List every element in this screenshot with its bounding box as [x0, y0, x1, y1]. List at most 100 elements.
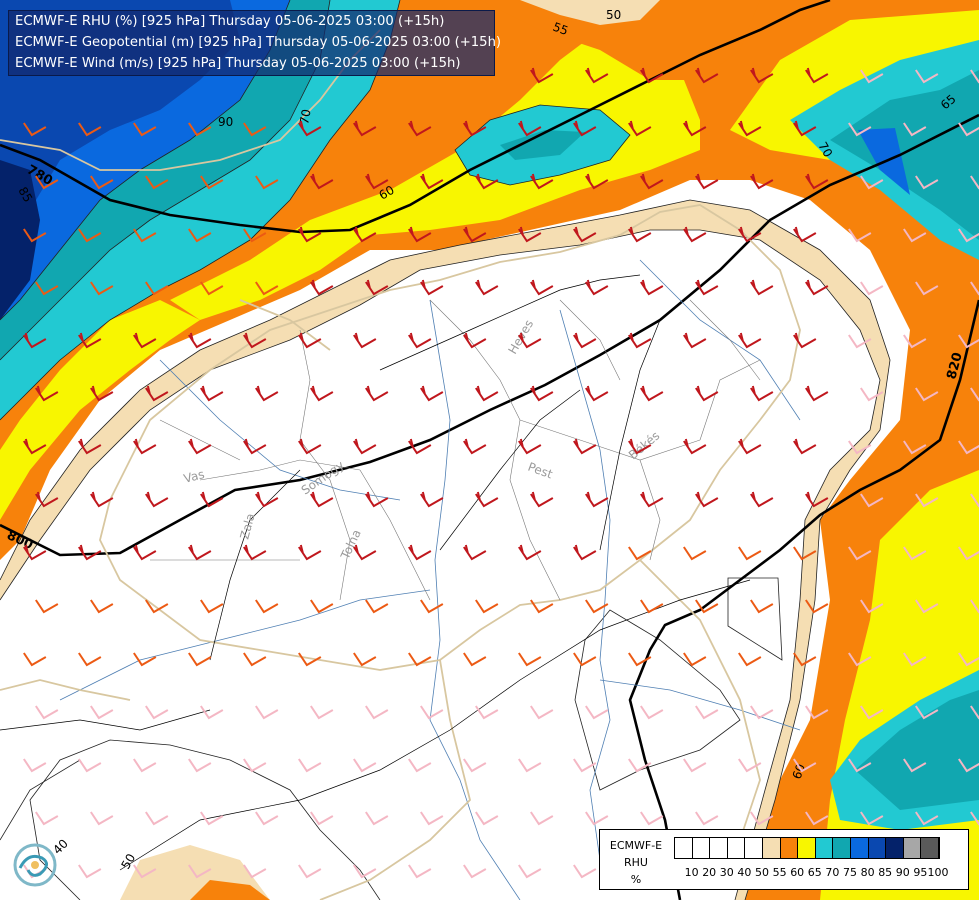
legend-label-model: ECMWF-E [609, 839, 663, 852]
wind-barb [35, 281, 59, 296]
wind-barb [133, 332, 157, 349]
legend-swatch [886, 838, 904, 858]
wind-barb [738, 652, 762, 667]
legend-swatch [868, 838, 887, 858]
wind-barb [530, 705, 554, 720]
contour-label: 60 [790, 762, 808, 781]
wind-barb [640, 491, 664, 508]
wind-barb [903, 546, 927, 561]
wind-barb [35, 175, 59, 190]
wind-barb [353, 332, 377, 349]
wind-barb [353, 226, 377, 243]
wind-barb [958, 440, 979, 455]
wind-barb [585, 811, 609, 826]
wind-barb [188, 864, 212, 879]
contour-label: 90 [218, 115, 233, 129]
wind-barb [695, 385, 719, 402]
wind-barb [738, 438, 762, 455]
wind-barb [518, 864, 542, 879]
wind-barb [420, 491, 444, 508]
contour-label: 50 [606, 8, 621, 22]
legend-tick-label: 20 [702, 866, 717, 879]
wind-barb [310, 811, 334, 826]
wind-barb [463, 652, 487, 667]
wind-barb [463, 544, 487, 561]
wind-barb [408, 652, 432, 667]
wind-barb [310, 385, 334, 402]
wind-barb [573, 226, 597, 243]
wind-barb [78, 544, 102, 561]
wind-barb [133, 228, 157, 243]
wind-barb [530, 491, 554, 508]
rhu-band-navy-nw [0, 160, 40, 320]
wind-barb [518, 652, 542, 667]
wind-barb [530, 599, 554, 614]
wind-barb [35, 599, 59, 614]
wind-barb [365, 279, 389, 296]
wind-barb [585, 705, 609, 720]
wind-barb [640, 705, 664, 720]
wind-barb [683, 226, 707, 243]
rhu-band-teal-se [855, 690, 979, 810]
legend-tick-label: 60 [790, 866, 805, 879]
wind-barb [408, 226, 432, 243]
legend-tick-label: 55 [772, 866, 787, 879]
wind-barb [365, 811, 389, 826]
wind-barb [188, 438, 212, 455]
legend-ticks: 10 20 30 40 50 55 60 65 70 75 80 85 90 95 100 [674, 866, 974, 882]
title-line-rhu: ECMWF-E RHU (%) [925 hPa] Thursday 05-06… [15, 14, 445, 29]
wind-barb [628, 332, 652, 349]
wind-barb [640, 811, 664, 826]
county-borders [150, 299, 761, 601]
wind-barb [298, 652, 322, 667]
title-line-wind: ECMWF-E Wind (m/s) [925 hPa] Thursday 05… [15, 56, 461, 71]
wind-barb [23, 652, 47, 667]
wind-barb [628, 226, 652, 243]
wind-barb [90, 811, 114, 826]
wind-barb [738, 226, 762, 243]
wind-barb [860, 175, 884, 190]
wind-barb [353, 652, 377, 667]
wind-barb [90, 491, 114, 508]
contour-label: 55 [551, 20, 570, 38]
wind-barb [475, 705, 499, 720]
wind-barb [200, 175, 224, 190]
wind-barb [640, 385, 664, 402]
wind-barb [298, 438, 322, 455]
wind-barb [200, 281, 224, 296]
wind-barb [805, 385, 829, 402]
legend-tick-label: 50 [755, 866, 769, 879]
legend-swatch [833, 838, 851, 858]
wind-barb [903, 122, 927, 137]
wind-barb [958, 758, 979, 773]
rhu-band-orange-south [190, 880, 270, 900]
legend-label-unit: % [630, 873, 642, 886]
wind-barb [805, 173, 829, 190]
wind-barb [90, 599, 114, 614]
legend-tick-label: 65 [807, 866, 822, 879]
rhu-band-yellow-west [0, 300, 200, 520]
wind-barb [463, 226, 487, 243]
wind-barb [188, 758, 212, 773]
rhu-band-wheat-top [520, 0, 660, 25]
wind-barb [695, 599, 719, 614]
wind-barb [133, 864, 157, 879]
legend-swatch [903, 838, 922, 858]
wind-barb [518, 332, 542, 349]
wind-barb [420, 279, 444, 296]
wind-barb [903, 334, 927, 349]
wind-barb [573, 652, 597, 667]
wind-barb [860, 705, 884, 720]
wind-barb [903, 440, 927, 455]
legend-label: ECMWF-E RHU % [604, 837, 668, 888]
wind-barb [793, 546, 817, 561]
wind-barb [848, 122, 872, 137]
wind-barb [463, 758, 487, 773]
wind-barb [23, 228, 47, 243]
wind-barb [365, 705, 389, 720]
wind-barb [848, 546, 872, 561]
wind-barb [90, 385, 114, 402]
wind-barb [408, 864, 432, 879]
